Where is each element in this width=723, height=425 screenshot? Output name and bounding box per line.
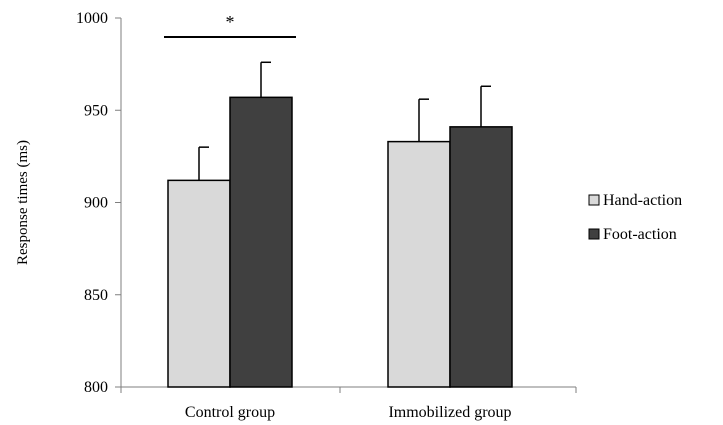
legend: Hand-action Foot-action	[588, 192, 682, 243]
bars	[167, 96, 513, 388]
bar-foot-action	[229, 96, 293, 388]
error-bars	[198, 61, 491, 181]
legend-swatch-foot-action	[588, 228, 600, 240]
significance-star: *	[226, 12, 235, 32]
x-category-label: Control group	[185, 404, 275, 421]
legend-label-hand-action: Hand-action	[603, 192, 682, 209]
y-tick-label: 1000	[76, 10, 108, 27]
axes: 800 850 900 950 1000 Control group Immobilized…	[15, 10, 577, 421]
y-tick-label: 800	[84, 379, 108, 396]
x-category-label: Immobilized group	[388, 404, 511, 421]
bar-hand-action	[387, 140, 451, 388]
y-tick-label: 850	[84, 287, 108, 304]
legend-label-foot-action: Foot-action	[603, 226, 677, 243]
y-tick-label: 900	[84, 195, 108, 212]
significance-annotation: *	[164, 12, 296, 38]
y-tick-label: 950	[84, 102, 108, 119]
legend-swatch-hand-action	[588, 194, 600, 206]
y-axis-title: Response times (ms)	[15, 140, 31, 265]
bar-foot-action	[449, 126, 513, 388]
bar-hand-action	[167, 179, 231, 388]
